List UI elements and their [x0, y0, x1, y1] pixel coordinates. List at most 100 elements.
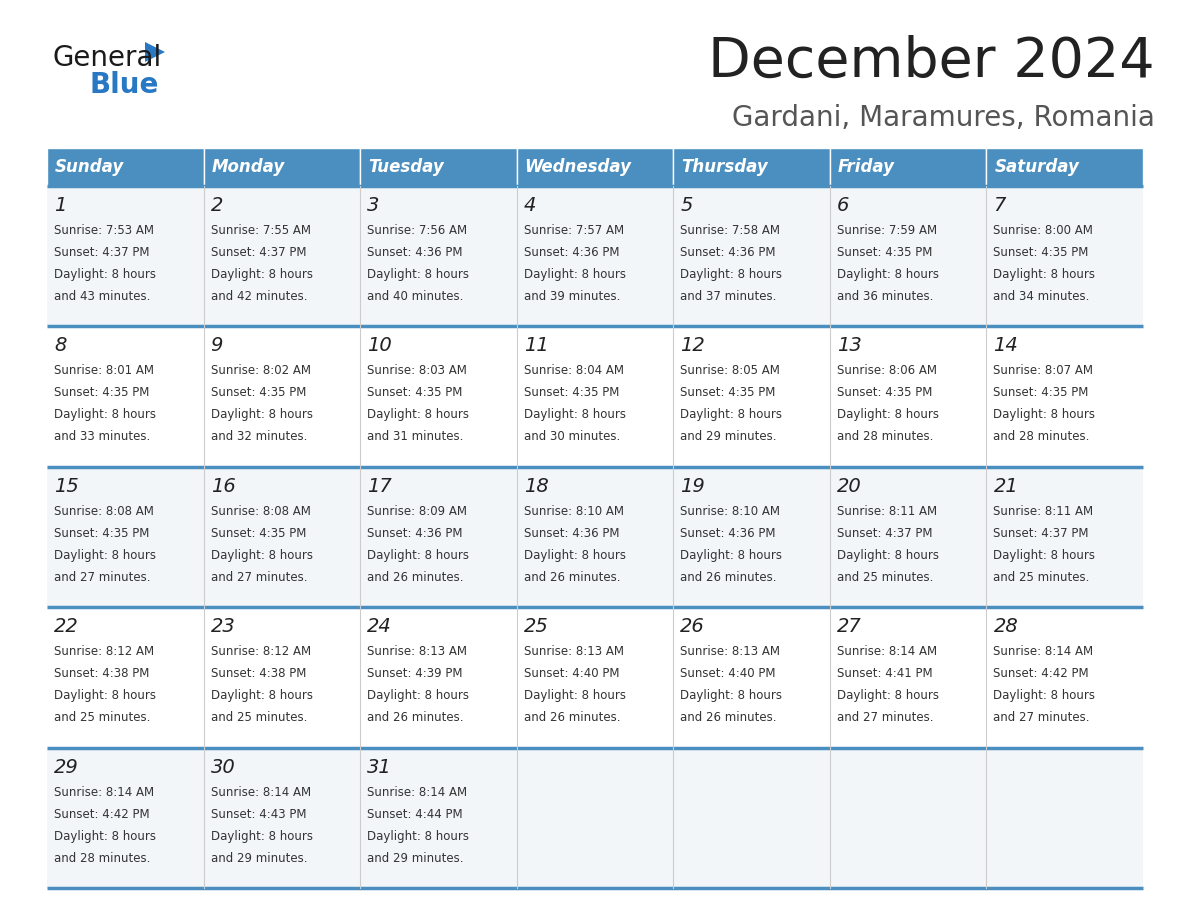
Text: Sunrise: 8:13 AM: Sunrise: 8:13 AM [524, 645, 624, 658]
Text: Daylight: 8 hours: Daylight: 8 hours [836, 268, 939, 281]
Text: Sunset: 4:37 PM: Sunset: 4:37 PM [210, 246, 307, 259]
Text: Sunset: 4:35 PM: Sunset: 4:35 PM [681, 386, 776, 399]
Text: Wednesday: Wednesday [525, 158, 632, 176]
Text: Sunset: 4:35 PM: Sunset: 4:35 PM [367, 386, 462, 399]
Text: Daylight: 8 hours: Daylight: 8 hours [681, 689, 782, 702]
Text: Sunrise: 8:14 AM: Sunrise: 8:14 AM [53, 786, 154, 799]
Text: Daylight: 8 hours: Daylight: 8 hours [836, 689, 939, 702]
Text: Daylight: 8 hours: Daylight: 8 hours [53, 268, 156, 281]
Text: and 29 minutes.: and 29 minutes. [367, 852, 463, 865]
Text: Sunset: 4:35 PM: Sunset: 4:35 PM [836, 246, 933, 259]
Text: Sunday: Sunday [55, 158, 125, 176]
Text: and 27 minutes.: and 27 minutes. [53, 571, 151, 584]
Text: Sunset: 4:35 PM: Sunset: 4:35 PM [53, 386, 150, 399]
Bar [48, 607, 1143, 747]
Text: and 28 minutes.: and 28 minutes. [993, 431, 1089, 443]
Text: December 2024: December 2024 [708, 35, 1155, 89]
Bar [48, 466, 1143, 607]
Text: and 36 minutes.: and 36 minutes. [836, 290, 934, 303]
Text: Sunset: 4:37 PM: Sunset: 4:37 PM [993, 527, 1089, 540]
Text: 30: 30 [210, 757, 235, 777]
Text: Sunrise: 8:11 AM: Sunrise: 8:11 AM [836, 505, 937, 518]
Text: Daylight: 8 hours: Daylight: 8 hours [210, 689, 312, 702]
Text: Daylight: 8 hours: Daylight: 8 hours [524, 268, 626, 281]
Text: Sunrise: 7:53 AM: Sunrise: 7:53 AM [53, 224, 154, 237]
Text: Daylight: 8 hours: Daylight: 8 hours [681, 409, 782, 421]
Text: Sunrise: 8:06 AM: Sunrise: 8:06 AM [836, 364, 937, 377]
Text: Gardani, Maramures, Romania: Gardani, Maramures, Romania [732, 104, 1155, 132]
Text: Sunset: 4:38 PM: Sunset: 4:38 PM [210, 667, 307, 680]
Text: 5: 5 [681, 196, 693, 215]
Text: 24: 24 [367, 617, 392, 636]
Text: Sunrise: 8:12 AM: Sunrise: 8:12 AM [210, 645, 311, 658]
Text: Sunset: 4:40 PM: Sunset: 4:40 PM [681, 667, 776, 680]
Text: Sunrise: 7:56 AM: Sunrise: 7:56 AM [367, 224, 467, 237]
Text: 4: 4 [524, 196, 536, 215]
Text: Daylight: 8 hours: Daylight: 8 hours [367, 268, 469, 281]
Text: Sunset: 4:37 PM: Sunset: 4:37 PM [836, 527, 933, 540]
Text: Daylight: 8 hours: Daylight: 8 hours [367, 549, 469, 562]
Text: and 43 minutes.: and 43 minutes. [53, 290, 151, 303]
Text: Tuesday: Tuesday [368, 158, 444, 176]
Text: Sunrise: 8:10 AM: Sunrise: 8:10 AM [681, 505, 781, 518]
Text: 27: 27 [836, 617, 861, 636]
Bar [360, 148, 517, 186]
Text: 23: 23 [210, 617, 235, 636]
Text: and 26 minutes.: and 26 minutes. [681, 571, 777, 584]
Text: Sunrise: 8:08 AM: Sunrise: 8:08 AM [210, 505, 310, 518]
Text: 16: 16 [210, 476, 235, 496]
Text: 6: 6 [836, 196, 849, 215]
Text: Sunset: 4:35 PM: Sunset: 4:35 PM [53, 527, 150, 540]
Text: Sunset: 4:36 PM: Sunset: 4:36 PM [681, 246, 776, 259]
Text: Sunset: 4:44 PM: Sunset: 4:44 PM [367, 808, 463, 821]
Text: 1: 1 [53, 196, 67, 215]
Text: Sunset: 4:35 PM: Sunset: 4:35 PM [210, 386, 307, 399]
Text: 7: 7 [993, 196, 1006, 215]
Bar [830, 148, 986, 186]
Text: Daylight: 8 hours: Daylight: 8 hours [367, 830, 469, 843]
Text: Sunset: 4:38 PM: Sunset: 4:38 PM [53, 667, 150, 680]
Text: and 37 minutes.: and 37 minutes. [681, 290, 777, 303]
Text: and 25 minutes.: and 25 minutes. [993, 571, 1089, 584]
Text: 14: 14 [993, 336, 1018, 355]
Text: and 26 minutes.: and 26 minutes. [524, 711, 620, 724]
Text: Daylight: 8 hours: Daylight: 8 hours [524, 409, 626, 421]
Text: Sunrise: 8:08 AM: Sunrise: 8:08 AM [53, 505, 154, 518]
Text: Sunset: 4:36 PM: Sunset: 4:36 PM [367, 527, 462, 540]
Text: 2: 2 [210, 196, 223, 215]
Text: and 28 minutes.: and 28 minutes. [836, 431, 934, 443]
Text: Sunset: 4:42 PM: Sunset: 4:42 PM [53, 808, 150, 821]
Text: Sunrise: 8:12 AM: Sunrise: 8:12 AM [53, 645, 154, 658]
Text: Sunrise: 8:14 AM: Sunrise: 8:14 AM [367, 786, 467, 799]
Text: Blue: Blue [90, 71, 159, 99]
Text: and 30 minutes.: and 30 minutes. [524, 431, 620, 443]
Bar [203, 148, 360, 186]
Bar [48, 186, 1143, 327]
Text: Sunrise: 8:04 AM: Sunrise: 8:04 AM [524, 364, 624, 377]
Text: Daylight: 8 hours: Daylight: 8 hours [53, 689, 156, 702]
Text: Sunrise: 8:14 AM: Sunrise: 8:14 AM [993, 645, 1093, 658]
Bar [986, 148, 1143, 186]
Text: 10: 10 [367, 336, 392, 355]
Text: 20: 20 [836, 476, 861, 496]
Text: Daylight: 8 hours: Daylight: 8 hours [524, 689, 626, 702]
Text: Daylight: 8 hours: Daylight: 8 hours [53, 830, 156, 843]
Text: 22: 22 [53, 617, 78, 636]
Text: 15: 15 [53, 476, 78, 496]
Text: Sunset: 4:42 PM: Sunset: 4:42 PM [993, 667, 1089, 680]
Text: Sunset: 4:36 PM: Sunset: 4:36 PM [681, 527, 776, 540]
Text: and 40 minutes.: and 40 minutes. [367, 290, 463, 303]
Text: and 29 minutes.: and 29 minutes. [210, 852, 307, 865]
Text: Sunset: 4:35 PM: Sunset: 4:35 PM [210, 527, 307, 540]
Text: Sunrise: 7:58 AM: Sunrise: 7:58 AM [681, 224, 781, 237]
Text: 13: 13 [836, 336, 861, 355]
Text: Sunset: 4:39 PM: Sunset: 4:39 PM [367, 667, 462, 680]
Text: Sunrise: 7:59 AM: Sunrise: 7:59 AM [836, 224, 937, 237]
Text: and 42 minutes.: and 42 minutes. [210, 290, 307, 303]
Text: Sunset: 4:41 PM: Sunset: 4:41 PM [836, 667, 933, 680]
Text: and 25 minutes.: and 25 minutes. [210, 711, 307, 724]
Bar [48, 747, 1143, 888]
Text: 12: 12 [681, 336, 704, 355]
Text: 8: 8 [53, 336, 67, 355]
Bar [674, 148, 830, 186]
